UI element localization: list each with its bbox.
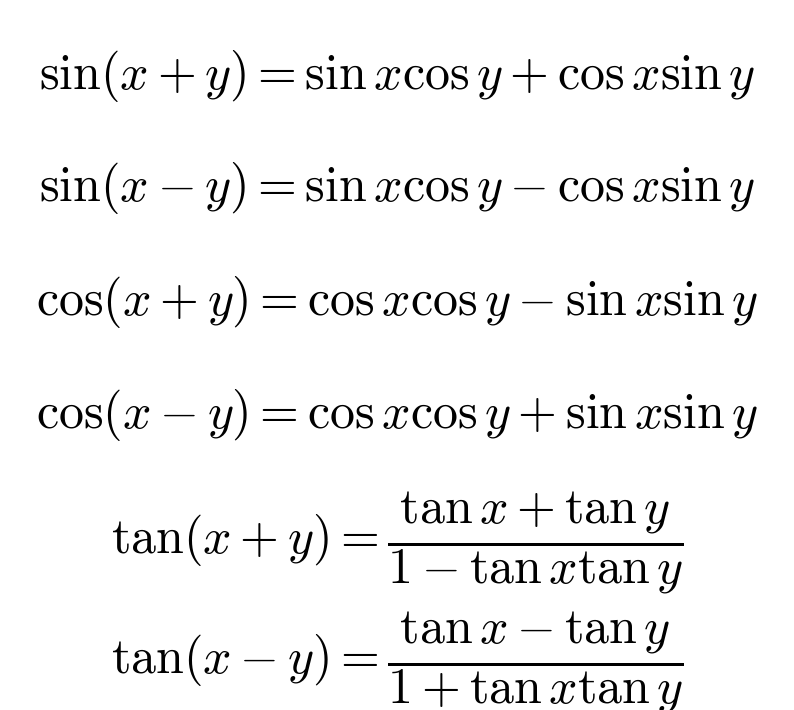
Text: $\tan(x + y) = \dfrac{\tan x + \tan y}{1 - \tan x \tan y}$: $\tan(x + y) = \dfrac{\tan x + \tan y}{1… [111,489,683,596]
Text: $\tan(x - y) = \dfrac{\tan x - \tan y}{1 + \tan x \tan y}$: $\tan(x - y) = \dfrac{\tan x - \tan y}{1… [111,610,683,710]
Text: $\cos(x - y) = \cos x \cos y + \sin x \sin y$: $\cos(x - y) = \cos x \cos y + \sin x \s… [36,387,758,443]
Text: $\cos(x + y) = \cos x \cos y - \sin x \sin y$: $\cos(x + y) = \cos x \cos y - \sin x \s… [36,274,758,330]
Text: $\sin(x + y) = \sin x \cos y + \cos x \sin y$: $\sin(x + y) = \sin x \cos y + \cos x \s… [39,48,755,104]
Text: $\sin(x - y) = \sin x \cos y - \cos x \sin y$: $\sin(x - y) = \sin x \cos y - \cos x \s… [39,160,755,216]
